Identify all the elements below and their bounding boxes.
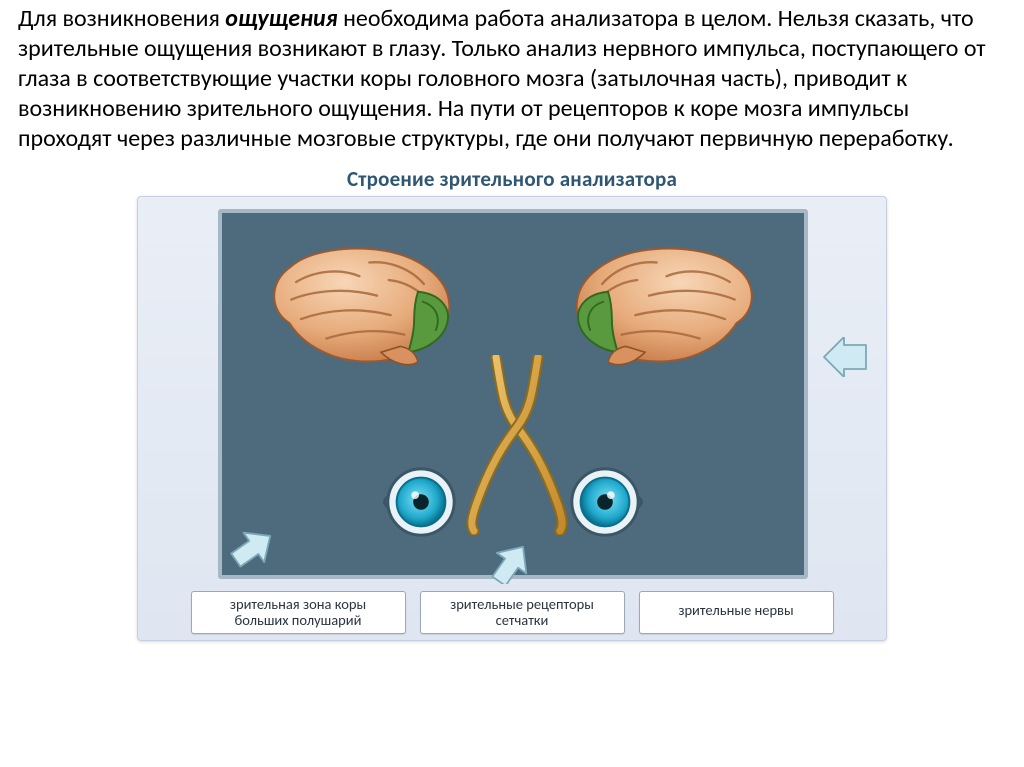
body-paragraph: Для возникновения ощущения необходима ра… — [0, 0, 1024, 154]
label-retina: зрительные рецепторы сетчатки — [420, 591, 625, 634]
brain-left-icon — [262, 243, 457, 373]
diagram-labels: зрительная зона коры больших полушарий з… — [138, 591, 886, 634]
optic-chiasm-icon — [450, 355, 584, 535]
eye-left-icon — [382, 463, 460, 541]
diagram-stage: зрительная зона коры больших полушарий з… — [137, 196, 887, 641]
arrow-icon — [230, 528, 276, 568]
diagram-inner-frame — [218, 209, 808, 579]
label-nerves: зрительные нервы — [639, 591, 834, 634]
diagram-title: Строение зрительного анализатора — [137, 160, 887, 196]
paragraph-emph: ощущения — [225, 4, 337, 33]
diagram: Строение зрительного анализатора — [137, 160, 887, 641]
label-cortex: зрительная зона коры больших полушарий — [191, 591, 406, 634]
paragraph-pre: Для возникновения — [18, 4, 225, 33]
eye-right-icon — [566, 463, 644, 541]
brain-right-icon — [569, 243, 764, 373]
arrow-icon — [822, 337, 868, 377]
arrow-icon — [488, 544, 534, 584]
